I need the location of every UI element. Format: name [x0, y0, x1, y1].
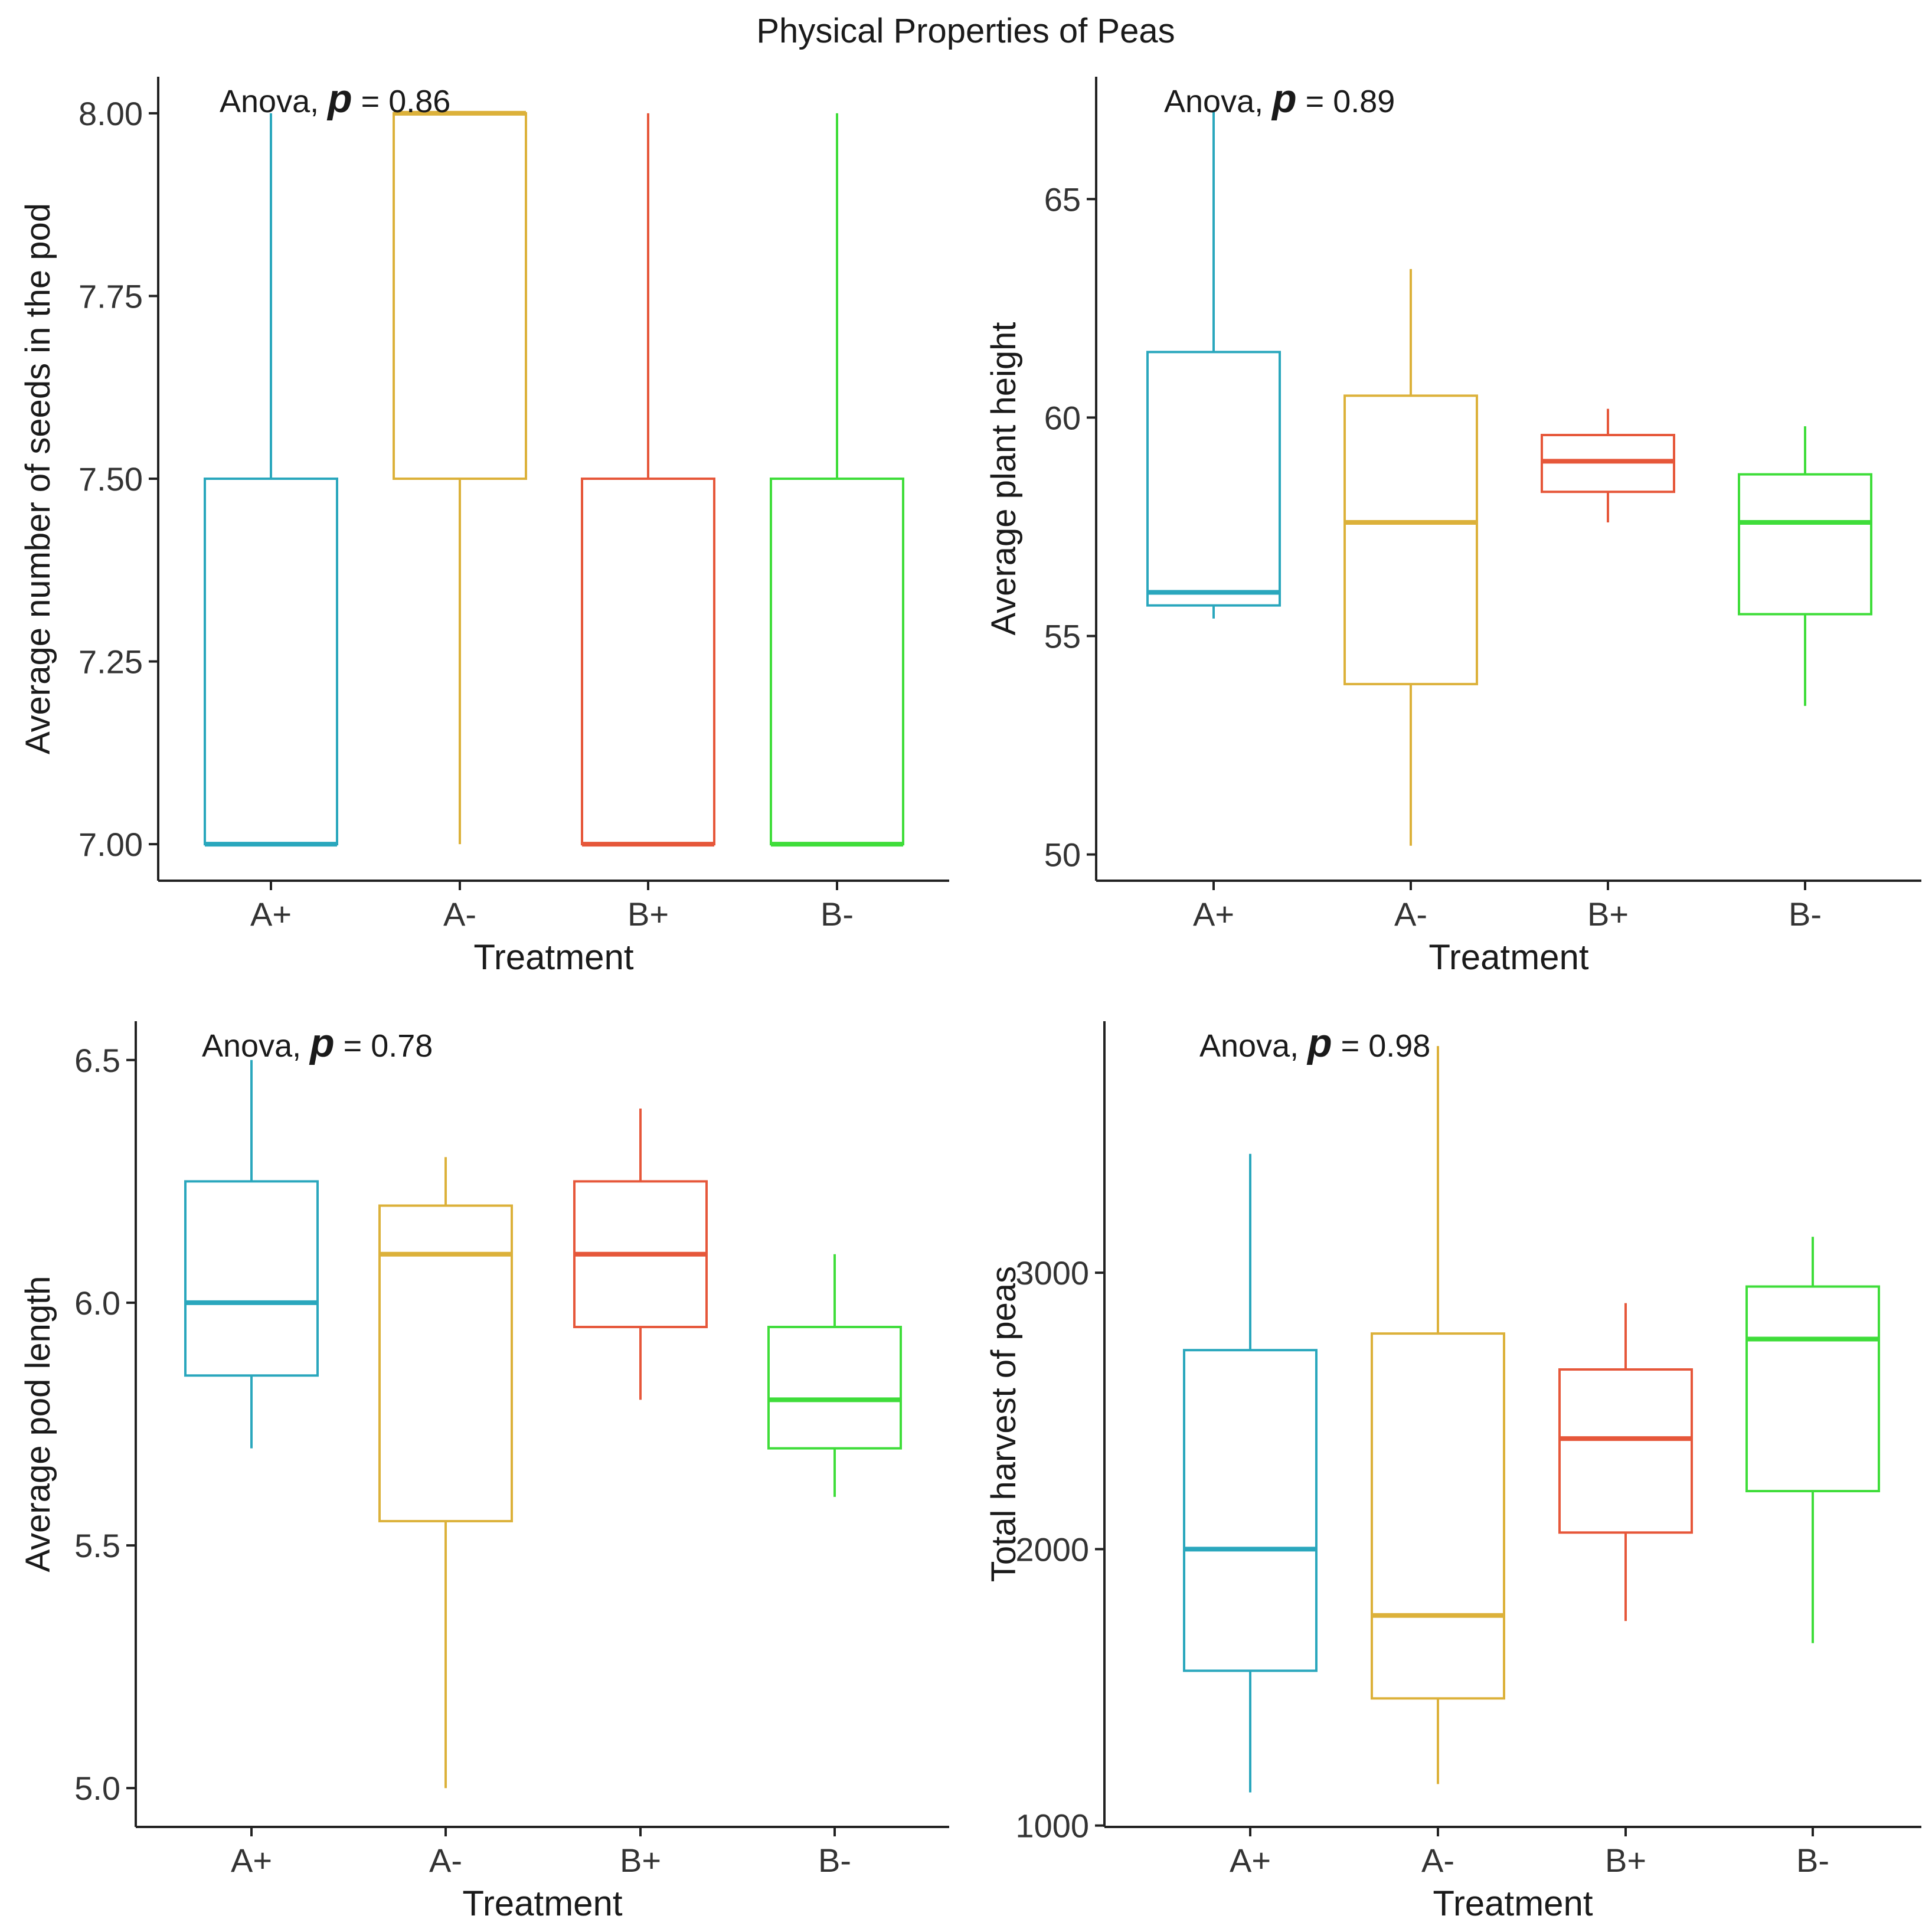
anova-annotation: Anova, p = 0.89: [1164, 76, 1395, 121]
y-axis-title: Total harvest of peas: [985, 1266, 1023, 1582]
box-body: [1745, 1285, 1880, 1493]
x-axis-title: Treatment: [473, 937, 634, 977]
box-body: [581, 478, 715, 846]
box-A-: [1371, 1046, 1505, 1784]
y-tick-label: 55: [1044, 617, 1081, 655]
p-value: = 0.98: [1332, 1028, 1431, 1064]
anova-annotation: Anova, p = 0.78: [202, 1021, 433, 1065]
box-body: [393, 112, 527, 480]
y-tick-label: 2000: [1015, 1531, 1089, 1568]
x-tick-label: A+: [1193, 895, 1234, 933]
panel-height: 50 55 60 65 A+ A- B+ B- Treatment Average plant h…: [985, 76, 1921, 977]
p-value: = 0.78: [335, 1028, 433, 1064]
x-tick-label: A+: [231, 1842, 272, 1879]
y-tick-label: 7.75: [79, 277, 143, 315]
panels: 7.00 7.25 7.50 7.75 8.00 A+ A- B+ B- Treatment Ave…: [19, 76, 1921, 1923]
x-tick-label: B+: [620, 1842, 661, 1879]
y-tick-label: 6.5: [74, 1042, 120, 1079]
p-value: = 0.86: [352, 84, 451, 119]
box-B+: [573, 1109, 708, 1400]
y-tick-label: 60: [1044, 399, 1081, 436]
y-tick-label: 3000: [1015, 1254, 1089, 1292]
anova-prefix: Anova,: [1199, 1028, 1307, 1064]
anova-annotation: Anova, p = 0.86: [220, 76, 450, 121]
box-body: [184, 1180, 319, 1377]
y-tick-label: 7.50: [79, 460, 143, 498]
figure-title: Physical Properties of Peas: [756, 12, 1175, 50]
box-A-: [1343, 269, 1478, 846]
box-B+: [1541, 408, 1675, 523]
box-A+: [1146, 112, 1281, 619]
box-A-: [378, 1157, 513, 1789]
x-axis-title: Treatment: [1428, 937, 1589, 977]
box-body: [767, 1326, 902, 1450]
box-body: [1146, 351, 1281, 607]
x-tick-label: B+: [1605, 1842, 1646, 1879]
box-B+: [1558, 1303, 1693, 1622]
y-tick-label: 65: [1044, 181, 1081, 218]
y-tick-label: 8.00: [79, 95, 143, 132]
panel-seeds: 7.00 7.25 7.50 7.75 8.00 A+ A- B+ B- Treatment Ave…: [19, 76, 949, 977]
box-A+: [1183, 1153, 1318, 1793]
p-symbol: p: [309, 1021, 335, 1065]
x-tick-label: A-: [1421, 1842, 1454, 1879]
box-A-: [393, 110, 527, 845]
x-axis-title: Treatment: [462, 1884, 623, 1923]
anova-annotation: Anova, p = 0.98: [1199, 1021, 1430, 1065]
x-tick-label: A-: [429, 1842, 462, 1879]
y-axis-title: Average pod length: [19, 1276, 57, 1572]
x-tick-label: B-: [1789, 895, 1822, 933]
box-B+: [581, 113, 715, 847]
panel-harvest: 1000 2000 3000 A+ A- B+ B- Treatment Total harve…: [985, 1021, 1921, 1923]
anova-prefix: Anova,: [202, 1028, 310, 1064]
box-body: [204, 478, 338, 846]
x-tick-label: B+: [1587, 895, 1629, 933]
x-tick-label: A-: [443, 895, 476, 933]
box-body: [1558, 1368, 1693, 1534]
y-axis-title: Average plant height: [985, 322, 1023, 635]
box-B-: [767, 1254, 902, 1497]
box-body: [1183, 1349, 1318, 1672]
x-tick-label: A-: [1394, 895, 1427, 933]
y-tick-label: 5.0: [74, 1770, 120, 1807]
box-A+: [204, 113, 338, 847]
panel-podlength: 5.0 5.5 6.0 6.5 A+ A- B+ B- Treatment Average pod…: [19, 1021, 949, 1923]
x-tick-label: B+: [627, 895, 669, 933]
y-tick-label: 7.25: [79, 643, 143, 681]
y-tick-label: 50: [1044, 836, 1081, 874]
y-axis-title: Average number of seeds in the pod: [19, 203, 57, 754]
y-tick-label: 1000: [1015, 1807, 1089, 1845]
box-body: [1738, 473, 1872, 616]
p-symbol: p: [1306, 1021, 1332, 1065]
y-tick-label: 5.5: [74, 1527, 120, 1564]
box-body: [378, 1204, 513, 1522]
box-B-: [770, 113, 904, 847]
x-tick-label: A+: [250, 895, 292, 933]
p-symbol: p: [326, 76, 352, 121]
p-symbol: p: [1271, 76, 1297, 121]
x-tick-label: A+: [1230, 1842, 1271, 1879]
box-body: [1343, 394, 1478, 685]
y-tick-label: 7.00: [79, 826, 143, 863]
x-tick-label: B-: [1796, 1842, 1829, 1879]
x-axis-title: Treatment: [1433, 1884, 1593, 1923]
x-tick-label: B-: [818, 1842, 851, 1879]
box-B-: [1745, 1237, 1880, 1643]
y-tick-label: 6.0: [74, 1284, 120, 1322]
box-body: [770, 478, 904, 846]
box-A+: [184, 1060, 319, 1449]
p-value: = 0.89: [1297, 84, 1395, 119]
anova-prefix: Anova,: [220, 84, 328, 119]
anova-prefix: Anova,: [1164, 84, 1272, 119]
box-B-: [1738, 426, 1872, 706]
box-body: [1371, 1332, 1505, 1700]
x-tick-label: B-: [820, 895, 854, 933]
